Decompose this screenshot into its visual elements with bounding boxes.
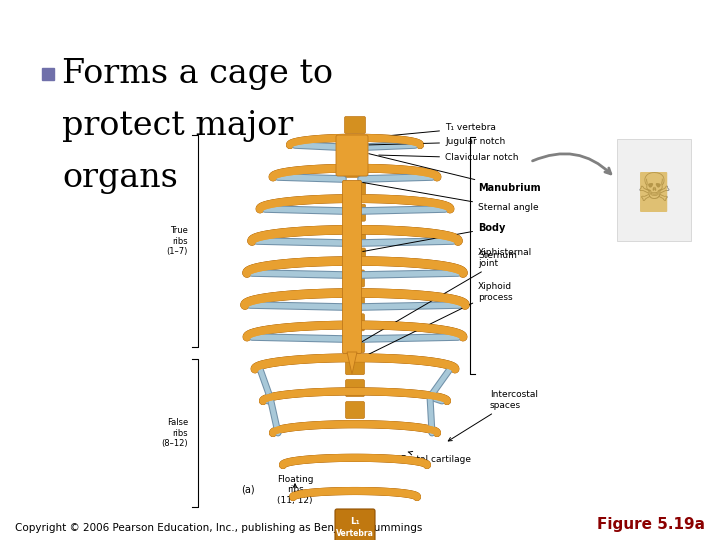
FancyBboxPatch shape — [336, 135, 368, 176]
FancyBboxPatch shape — [344, 248, 366, 265]
Text: Xiphoid
process: Xiphoid process — [359, 282, 513, 359]
Text: Manubrium: Manubrium — [369, 154, 541, 193]
FancyBboxPatch shape — [344, 117, 366, 133]
Text: Forms a cage to: Forms a cage to — [62, 58, 333, 90]
Text: Vertebra: Vertebra — [336, 529, 374, 537]
Text: Floating
ribs
(11, 12): Floating ribs (11, 12) — [276, 475, 313, 505]
Text: Copyright © 2006 Pearson Education, Inc., publishing as Benjamin Cummings: Copyright © 2006 Pearson Education, Inc.… — [15, 523, 423, 533]
Text: Sternum: Sternum — [478, 251, 517, 260]
Polygon shape — [347, 352, 357, 374]
FancyBboxPatch shape — [343, 180, 361, 354]
Text: T₁ vertebra: T₁ vertebra — [378, 124, 496, 137]
Text: Intercostal
spaces: Intercostal spaces — [449, 390, 538, 441]
FancyBboxPatch shape — [346, 292, 364, 309]
Text: Costal cartilage: Costal cartilage — [400, 451, 471, 464]
FancyBboxPatch shape — [335, 509, 375, 540]
Text: Jugular notch: Jugular notch — [369, 138, 505, 146]
Text: Sternal angle: Sternal angle — [363, 183, 539, 213]
FancyBboxPatch shape — [617, 139, 691, 241]
FancyBboxPatch shape — [344, 183, 366, 199]
FancyBboxPatch shape — [346, 314, 364, 331]
FancyBboxPatch shape — [346, 270, 364, 287]
FancyBboxPatch shape — [346, 357, 364, 375]
Bar — [42, 68, 54, 80]
FancyBboxPatch shape — [346, 402, 364, 418]
Text: Figure 5.19a: Figure 5.19a — [597, 516, 705, 531]
FancyBboxPatch shape — [344, 160, 366, 177]
FancyBboxPatch shape — [344, 138, 366, 156]
Text: Xiphisternal
joint: Xiphisternal joint — [361, 248, 532, 342]
Text: protect major: protect major — [62, 110, 293, 142]
Text: organs: organs — [62, 162, 178, 194]
Text: Body: Body — [363, 223, 505, 252]
Text: L₁: L₁ — [350, 516, 360, 525]
Text: False
ribs
(8–12): False ribs (8–12) — [161, 418, 188, 448]
FancyBboxPatch shape — [346, 336, 364, 353]
Text: Clavicular notch: Clavicular notch — [379, 153, 518, 163]
Text: (a): (a) — [241, 485, 255, 495]
FancyBboxPatch shape — [640, 172, 667, 212]
Text: True
ribs
(1–7): True ribs (1–7) — [166, 226, 188, 256]
FancyBboxPatch shape — [344, 226, 366, 243]
FancyBboxPatch shape — [346, 380, 364, 396]
Text: ☠: ☠ — [636, 171, 672, 209]
FancyBboxPatch shape — [344, 204, 366, 221]
